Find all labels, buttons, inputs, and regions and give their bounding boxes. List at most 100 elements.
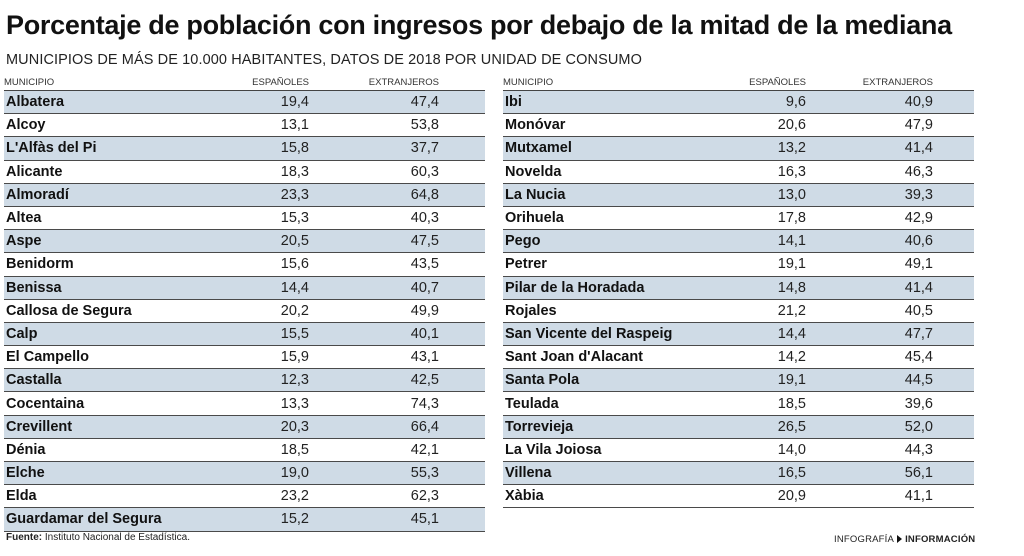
table-row: Santa Pola 19,1 44,5 [503, 368, 974, 393]
espanoles-cell: 16,3 [718, 160, 806, 184]
espanoles-cell: 15,5 [229, 322, 309, 347]
extranjeros-cell: 42,5 [309, 368, 439, 393]
row-spacer-cell [439, 113, 485, 138]
espanoles-cell: 15,8 [229, 136, 309, 161]
row-spacer-cell [439, 484, 485, 509]
municipio-cell: Aspe [4, 229, 229, 254]
espanoles-cell: 18,5 [718, 391, 806, 416]
espanoles-cell: 14,2 [718, 345, 806, 370]
table-row: Aspe 20,5 47,5 [4, 229, 485, 254]
extranjeros-cell: 43,5 [309, 252, 439, 277]
table-row: Dénia 18,5 42,1 [4, 438, 485, 463]
espanoles-cell: 20,3 [229, 415, 309, 439]
table-row: Mutxamel 13,2 41,4 [503, 136, 974, 161]
municipio-cell: Albatera [4, 90, 229, 115]
row-spacer-cell [439, 438, 485, 463]
municipio-cell: Alcoy [4, 113, 229, 138]
data-table-right: MUNICIPIO ESPAÑOLES EXTRANJEROS Ibi 9,6 40… [503, 74, 974, 509]
extranjeros-cell: 45,1 [309, 507, 439, 532]
table-row: Alicante 18,3 60,3 [4, 160, 485, 184]
espanoles-cell: 19,4 [229, 90, 309, 115]
municipio-cell: Teulada [503, 391, 718, 416]
row-spacer-cell [439, 461, 485, 486]
table-row: Elda 23,2 62,3 [4, 484, 485, 509]
table-row: La Vila Joiosa 14,0 44,3 [503, 438, 974, 463]
row-spacer-cell [933, 299, 974, 323]
table-row: Crevillent 20,3 66,4 [4, 415, 485, 439]
row-spacer-cell [933, 484, 974, 509]
table-row: Altea 15,3 40,3 [4, 206, 485, 231]
espanoles-cell: 26,5 [718, 415, 806, 439]
row-spacer-cell [933, 345, 974, 370]
municipio-cell: El Campello [4, 345, 229, 370]
municipio-cell: Benissa [4, 276, 229, 300]
espanoles-cell: 14,1 [718, 229, 806, 254]
row-spacer-cell [439, 206, 485, 231]
row-spacer-cell [933, 113, 974, 138]
table-row: Benidorm 15,6 43,5 [4, 252, 485, 277]
extranjeros-cell: 40,3 [309, 206, 439, 231]
espanoles-cell: 15,3 [229, 206, 309, 231]
extranjeros-cell: 39,3 [806, 183, 933, 207]
table-row: Rojales 21,2 40,5 [503, 299, 974, 323]
espanoles-cell: 13,3 [229, 391, 309, 416]
extranjeros-cell: 39,6 [806, 391, 933, 416]
row-spacer-cell [439, 415, 485, 439]
extranjeros-cell: 45,4 [806, 345, 933, 370]
extranjeros-cell: 41,1 [806, 484, 933, 509]
espanoles-cell: 19,0 [229, 461, 309, 486]
espanoles-cell: 23,3 [229, 183, 309, 207]
row-spacer-cell [933, 90, 974, 115]
table-row: Novelda 16,3 46,3 [503, 160, 974, 184]
espanoles-cell: 21,2 [718, 299, 806, 323]
municipio-cell: Petrer [503, 252, 718, 277]
row-spacer-cell [933, 438, 974, 463]
municipio-cell: La Nucia [503, 183, 718, 207]
table-row: Castalla 12,3 42,5 [4, 368, 485, 393]
municipio-cell: Santa Pola [503, 368, 718, 393]
column-header-espanoles: ESPAÑOLES [229, 74, 309, 91]
data-table-left: MUNICIPIO ESPAÑOLES EXTRANJEROS Albatera… [4, 74, 485, 532]
column-header-extranjeros: EXTRANJEROS [806, 74, 933, 91]
espanoles-cell: 18,5 [229, 438, 309, 463]
row-spacer-cell [439, 276, 485, 300]
municipio-cell: Sant Joan d'Alacant [503, 345, 718, 370]
espanoles-cell: 14,4 [229, 276, 309, 300]
table-row: Monóvar 20,6 47,9 [503, 113, 974, 138]
extranjeros-cell: 47,7 [806, 322, 933, 347]
espanoles-cell: 15,6 [229, 252, 309, 277]
table-row: Albatera 19,4 47,4 [4, 90, 485, 115]
municipio-cell: Dénia [4, 438, 229, 463]
table-header-row: MUNICIPIO ESPAÑOLES EXTRANJEROS [4, 74, 485, 91]
table-header-row: MUNICIPIO ESPAÑOLES EXTRANJEROS [503, 74, 974, 91]
credit-note: INFOGRAFÍA INFORMACIÓN [834, 534, 975, 545]
municipio-cell: San Vicente del Raspeig [503, 322, 718, 347]
chart-title: Porcentaje de población con ingresos por… [6, 10, 952, 40]
municipio-cell: Calp [4, 322, 229, 347]
row-spacer-cell [439, 160, 485, 184]
extranjeros-cell: 55,3 [309, 461, 439, 486]
municipio-cell: Altea [4, 206, 229, 231]
extranjeros-cell: 44,3 [806, 438, 933, 463]
row-spacer-cell [439, 507, 485, 532]
extranjeros-cell: 62,3 [309, 484, 439, 509]
extranjeros-cell: 40,9 [806, 90, 933, 115]
municipio-cell: Almoradí [4, 183, 229, 207]
column-header-extranjeros: EXTRANJEROS [309, 74, 439, 91]
row-spacer-cell [933, 160, 974, 184]
municipio-cell: Villena [503, 461, 718, 486]
table-row: Torrevieja 26,5 52,0 [503, 415, 974, 439]
espanoles-cell: 16,5 [718, 461, 806, 486]
row-spacer-cell [439, 229, 485, 254]
extranjeros-cell: 43,1 [309, 345, 439, 370]
espanoles-cell: 12,3 [229, 368, 309, 393]
row-spacer-cell [933, 206, 974, 231]
municipio-cell: Callosa de Segura [4, 299, 229, 323]
table-row: Villena 16,5 56,1 [503, 461, 974, 486]
municipio-cell: Orihuela [503, 206, 718, 231]
table-row: Guardamar del Segura 15,2 45,1 [4, 507, 485, 532]
extranjeros-cell: 47,4 [309, 90, 439, 115]
row-spacer-cell [933, 136, 974, 161]
extranjeros-cell: 37,7 [309, 136, 439, 161]
extranjeros-cell: 64,8 [309, 183, 439, 207]
